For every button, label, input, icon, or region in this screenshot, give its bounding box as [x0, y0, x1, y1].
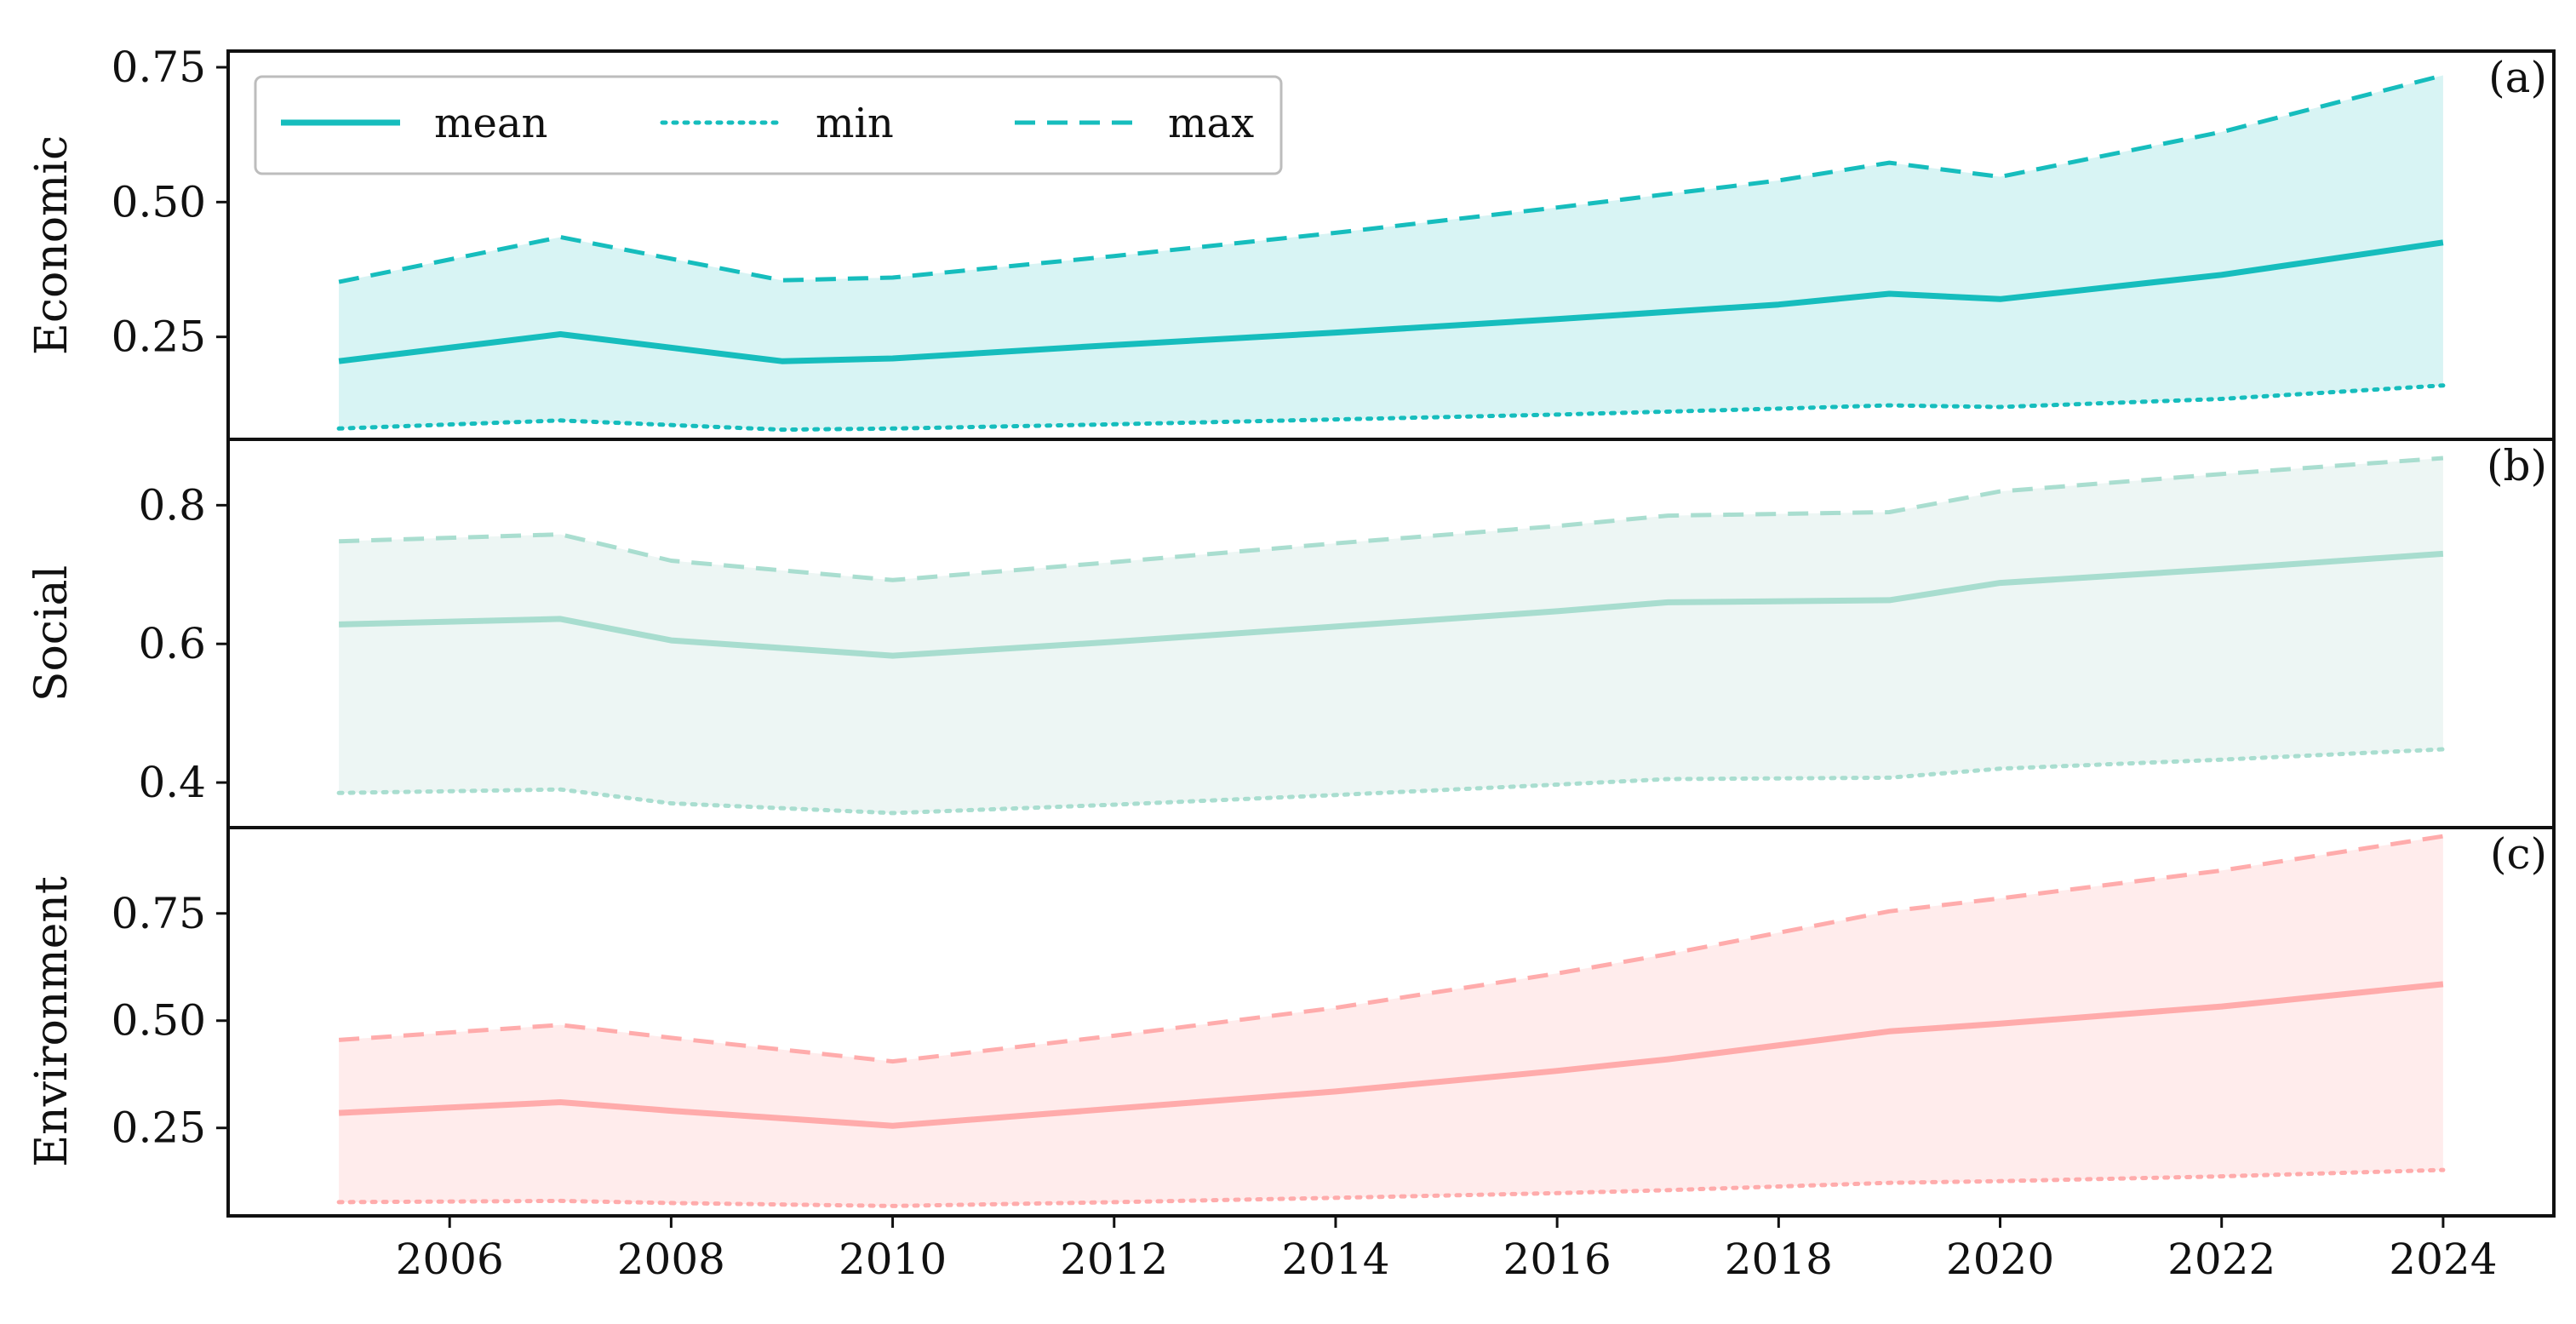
y-tick-label-a: 0.25 [112, 312, 206, 362]
y-tick-label-b: 0.6 [138, 619, 206, 668]
x-tick-label: 2008 [617, 1235, 725, 1284]
panel-letter-c: (c) [2490, 829, 2547, 879]
y-tick-label-a: 0.50 [112, 177, 206, 226]
series-line-mean-a [338, 239, 2444, 364]
x-tick-label: 2010 [839, 1235, 947, 1284]
series-line-min-b [336, 747, 2446, 816]
panel-c: 0.25 0.50 0.75 Environment (c) [26, 826, 2556, 1218]
x-tick-label: 2016 [1503, 1235, 1611, 1284]
y-tick-label-c: 0.50 [112, 996, 206, 1046]
x-tick-label: 2012 [1060, 1235, 1168, 1284]
band-fill-b [339, 458, 2443, 813]
series-line-max-a [338, 73, 2444, 284]
y-tick-label-a: 0.75 [112, 43, 206, 92]
legend-box [254, 75, 1283, 175]
x-tick-label: 2024 [2389, 1235, 2497, 1284]
y-axis-label-c: Environment [26, 876, 77, 1167]
series-line-min-c [336, 1167, 2446, 1208]
legend-label-mean: mean [434, 100, 547, 147]
x-tick-label: 2020 [1946, 1235, 2054, 1284]
series-line-max-b [339, 456, 2444, 582]
legend: mean min max [254, 75, 1283, 175]
series-line-min-a [336, 383, 2446, 433]
series-line-max-c [338, 834, 2444, 1064]
y-axis-label-b: Social [26, 565, 77, 702]
series-line-mean-c [338, 981, 2444, 1129]
y-axis-label-a: Economic [26, 135, 77, 355]
band-fill-a [339, 75, 2443, 430]
y-tick-label-c: 0.25 [112, 1103, 206, 1153]
legend-label-max: max [1168, 100, 1254, 147]
y-tick-label-b: 0.4 [138, 758, 206, 807]
x-tick-label: 2006 [396, 1235, 504, 1284]
panel-letter-b: (b) [2487, 441, 2547, 490]
series-line-mean-b [339, 550, 2444, 659]
panel-b: 0.4 0.6 0.8 Social (b) [26, 438, 2556, 829]
y-tick-label-b: 0.8 [138, 480, 206, 530]
y-tick-label-c: 0.75 [112, 889, 206, 938]
panel-letter-a: (a) [2488, 53, 2547, 102]
band-fill-c [339, 836, 2443, 1207]
x-axis: 2006 2008 2010 2012 2014 2016 2018 2020 2022 2024 [396, 1216, 2498, 1284]
x-tick-label: 2022 [2167, 1235, 2275, 1284]
x-tick-label: 2014 [1281, 1235, 1389, 1284]
x-tick-label: 2018 [1725, 1235, 1833, 1284]
panel-a: 0.25 0.50 0.75 Economic (a) [26, 43, 2556, 441]
legend-label-min: min [816, 100, 894, 147]
